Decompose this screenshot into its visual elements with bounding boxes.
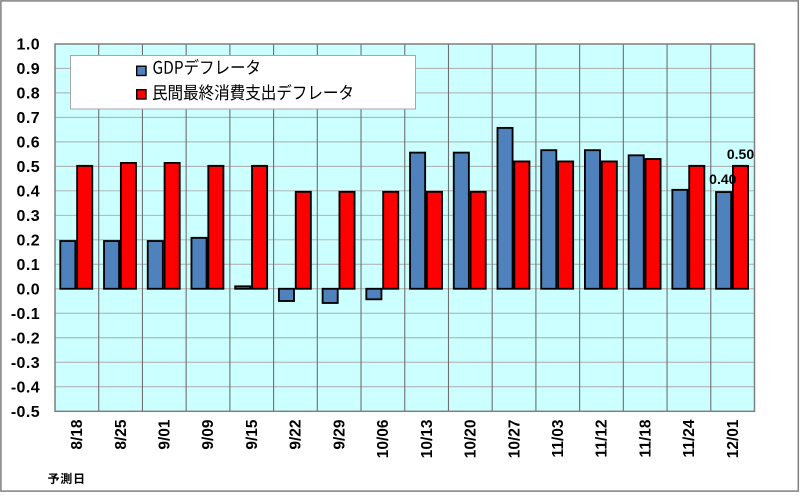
svg-text:9/22: 9/22 <box>288 420 305 450</box>
svg-text:11/24: 11/24 <box>681 419 698 457</box>
svg-text:0.40: 0.40 <box>709 171 736 187</box>
svg-text:-0.3: -0.3 <box>11 355 40 372</box>
svg-text:0.6: 0.6 <box>17 135 40 152</box>
svg-text:11/03: 11/03 <box>550 419 567 457</box>
svg-text:9/09: 9/09 <box>200 419 217 450</box>
svg-text:0.2: 0.2 <box>17 233 40 250</box>
svg-text:9/29: 9/29 <box>331 419 348 450</box>
svg-text:10/06: 10/06 <box>375 419 392 458</box>
svg-text:10/13: 10/13 <box>419 419 436 458</box>
svg-text:1.0: 1.0 <box>17 37 40 54</box>
svg-text:0.50: 0.50 <box>727 146 754 162</box>
svg-text:0.0: 0.0 <box>17 281 40 298</box>
svg-text:10/20: 10/20 <box>463 420 480 459</box>
svg-text:12/01: 12/01 <box>725 419 742 458</box>
svg-text:-0.2: -0.2 <box>11 330 40 347</box>
svg-text:0.7: 0.7 <box>17 110 40 127</box>
svg-text:8/25: 8/25 <box>113 419 130 450</box>
svg-text:0.3: 0.3 <box>17 208 40 225</box>
svg-text:9/15: 9/15 <box>244 419 261 450</box>
svg-text:0.1: 0.1 <box>17 257 40 274</box>
svg-text:10/27: 10/27 <box>506 420 523 459</box>
svg-text:-0.5: -0.5 <box>11 404 40 421</box>
svg-text:-0.1: -0.1 <box>11 306 40 323</box>
svg-text:0.8: 0.8 <box>17 86 40 103</box>
svg-text:0.4: 0.4 <box>17 184 40 201</box>
svg-text:8/18: 8/18 <box>69 419 86 450</box>
svg-text:11/18: 11/18 <box>637 419 654 457</box>
svg-text:0.9: 0.9 <box>17 61 40 78</box>
svg-text:0.5: 0.5 <box>17 159 40 176</box>
svg-text:-0.4: -0.4 <box>11 379 40 396</box>
svg-text:9/01: 9/01 <box>157 419 174 450</box>
svg-text:11/12: 11/12 <box>594 420 611 458</box>
